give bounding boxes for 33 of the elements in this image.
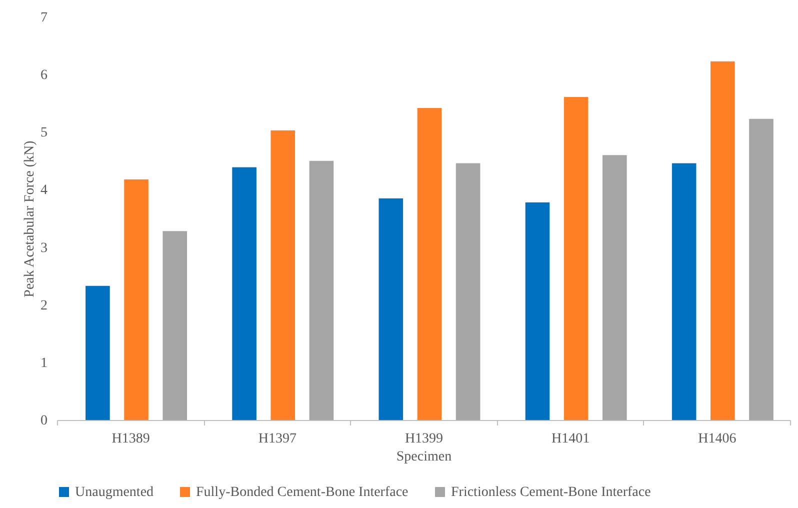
legend-label: Fully-Bonded Cement-Bone Interface	[196, 485, 408, 500]
bar	[456, 163, 480, 420]
legend-label: Unaugmented	[75, 485, 154, 500]
y-tick-label: 5	[40, 126, 48, 141]
bar	[749, 118, 774, 420]
bar	[86, 286, 110, 420]
y-tick-label: 3	[40, 240, 48, 256]
bar	[602, 155, 627, 420]
bar	[270, 130, 296, 420]
y-tick-label: 1	[40, 356, 48, 371]
bar	[710, 61, 735, 420]
y-tick-label: 4	[40, 183, 48, 198]
x-tick-label: H1399	[404, 432, 444, 446]
legend-label: Frictionless Cement-Bone Interface	[451, 485, 651, 500]
x-tick-label: H1406	[698, 432, 736, 446]
bar	[378, 198, 404, 420]
y-tick-label: 2	[40, 298, 48, 314]
y-axis-title: Peak Acetabular Force (kN)	[22, 140, 38, 298]
x-tick-label: H1401	[552, 432, 590, 446]
x-axis-title: Specimen	[396, 450, 452, 464]
bar	[162, 231, 188, 420]
bar	[124, 179, 148, 420]
bar	[309, 160, 334, 420]
bar	[564, 97, 588, 420]
y-tick-label: 0	[40, 414, 48, 428]
bar	[417, 108, 442, 420]
bar	[232, 167, 256, 420]
y-tick-label: 7	[40, 10, 48, 26]
y-tick-label: 6	[40, 68, 48, 84]
x-tick-label: H1397	[258, 432, 296, 446]
x-tick-label: H1389	[112, 432, 150, 446]
bar	[672, 163, 696, 420]
bar	[525, 202, 550, 420]
